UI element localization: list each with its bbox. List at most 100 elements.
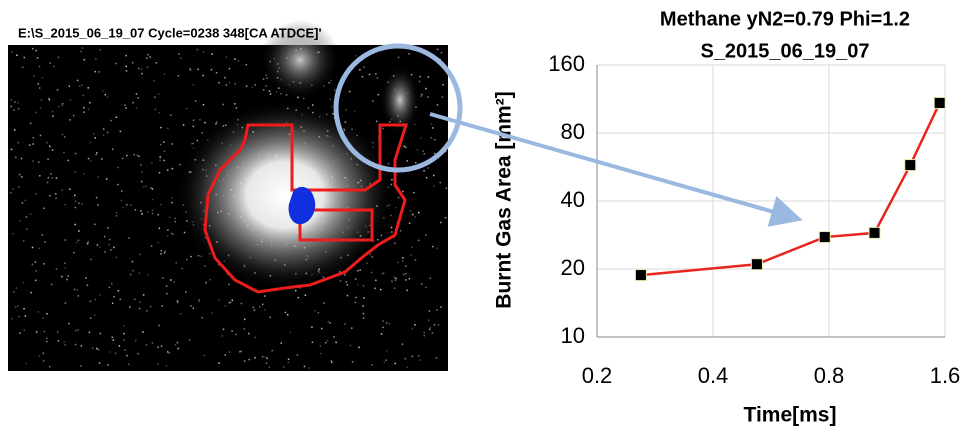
flame-glow: [380, 65, 420, 135]
noise-dot: [35, 49, 37, 52]
noise-dot: [174, 344, 177, 346]
noise-dot: [161, 305, 163, 307]
noise-dot: [403, 273, 405, 276]
noise-dot: [12, 232, 14, 235]
noise-dot: [304, 294, 307, 297]
noise-dot: [203, 354, 206, 357]
noise-dot: [346, 284, 349, 286]
noise-dot: [39, 175, 41, 177]
noise-dot: [432, 245, 434, 248]
noise-dot: [188, 339, 191, 342]
noise-dot: [87, 87, 89, 89]
noise-dot: [173, 281, 175, 283]
noise-dot: [170, 279, 172, 281]
noise-dot: [209, 278, 211, 281]
noise-dot: [436, 309, 438, 311]
noise-dot: [134, 298, 136, 301]
noise-dot: [119, 298, 122, 301]
noise-dot: [176, 341, 179, 344]
noise-dot: [248, 358, 251, 361]
noise-dot: [19, 219, 21, 222]
noise-dot: [12, 188, 14, 190]
noise-dot: [431, 332, 434, 334]
noise-dot: [224, 354, 226, 356]
noise-dot: [64, 239, 66, 241]
y-tick-label: 20: [561, 255, 585, 280]
noise-dot: [69, 119, 71, 121]
noise-dot: [147, 274, 149, 276]
noise-dot: [262, 89, 265, 91]
noise-dot: [17, 305, 19, 307]
noise-dot: [145, 185, 147, 188]
noise-dot: [163, 150, 166, 152]
noise-dot: [405, 146, 407, 149]
flame-glow: [260, 20, 340, 100]
noise-dot: [119, 130, 122, 133]
noise-dot: [264, 356, 267, 359]
noise-dot: [430, 123, 433, 125]
noise-dot: [132, 101, 134, 104]
noise-dot: [77, 239, 80, 242]
noise-dot: [17, 141, 19, 144]
noise-dot: [411, 355, 414, 358]
noise-dot: [55, 193, 57, 195]
noise-dot: [125, 70, 128, 72]
noise-dot: [178, 53, 181, 55]
noise-dot: [132, 269, 134, 272]
noise-dot: [268, 90, 271, 92]
noise-dot: [114, 352, 117, 354]
noise-dot: [115, 62, 117, 65]
noise-dot: [117, 289, 120, 292]
noise-dot: [397, 56, 400, 59]
noise-dot: [64, 344, 66, 346]
noise-dot: [224, 76, 226, 79]
noise-dot: [239, 351, 241, 353]
noise-dot: [413, 123, 416, 126]
noise-dot: [433, 323, 436, 326]
noise-dot: [43, 207, 45, 210]
noise-dot: [21, 66, 24, 69]
noise-dot: [231, 299, 234, 302]
noise-dot: [154, 96, 156, 98]
noise-dot: [102, 134, 105, 137]
data-point: [634, 269, 647, 282]
noise-dot: [225, 56, 228, 58]
noise-dot: [90, 258, 92, 261]
noise-dot: [50, 173, 52, 175]
noise-dot: [18, 315, 20, 318]
noise-dot: [228, 302, 231, 304]
noise-dot: [171, 167, 174, 170]
noise-dot: [80, 50, 82, 53]
noise-dot: [268, 366, 270, 368]
y-axis-label: Burnt Gas Area [mm²]: [493, 91, 516, 308]
noise-dot: [37, 83, 39, 85]
noise-dot: [138, 155, 140, 158]
noise-dot: [31, 263, 34, 266]
noise-dot: [48, 365, 51, 368]
noise-dot: [158, 93, 160, 96]
noise-dot: [265, 85, 267, 87]
noise-dot: [136, 154, 138, 157]
noise-dot: [125, 54, 127, 57]
noise-dot: [157, 346, 159, 349]
noise-dot: [185, 107, 188, 110]
noise-dot: [417, 211, 420, 214]
noise-dot: [123, 325, 125, 327]
noise-dot: [163, 73, 166, 75]
noise-dot: [64, 267, 66, 269]
noise-dot: [168, 352, 171, 354]
noise-dot: [140, 210, 142, 212]
noise-dot: [99, 332, 102, 335]
noise-dot: [435, 357, 438, 359]
noise-dot: [46, 181, 49, 184]
noise-dot: [76, 79, 79, 82]
noise-dot: [149, 305, 152, 308]
noise-dot: [81, 203, 83, 205]
noise-dot: [157, 213, 159, 216]
noise-dot: [117, 166, 119, 169]
noise-dot: [162, 277, 165, 279]
noise-dot: [51, 149, 54, 151]
noise-dot: [420, 137, 422, 139]
noise-dot: [428, 328, 431, 331]
noise-dot: [36, 57, 39, 59]
